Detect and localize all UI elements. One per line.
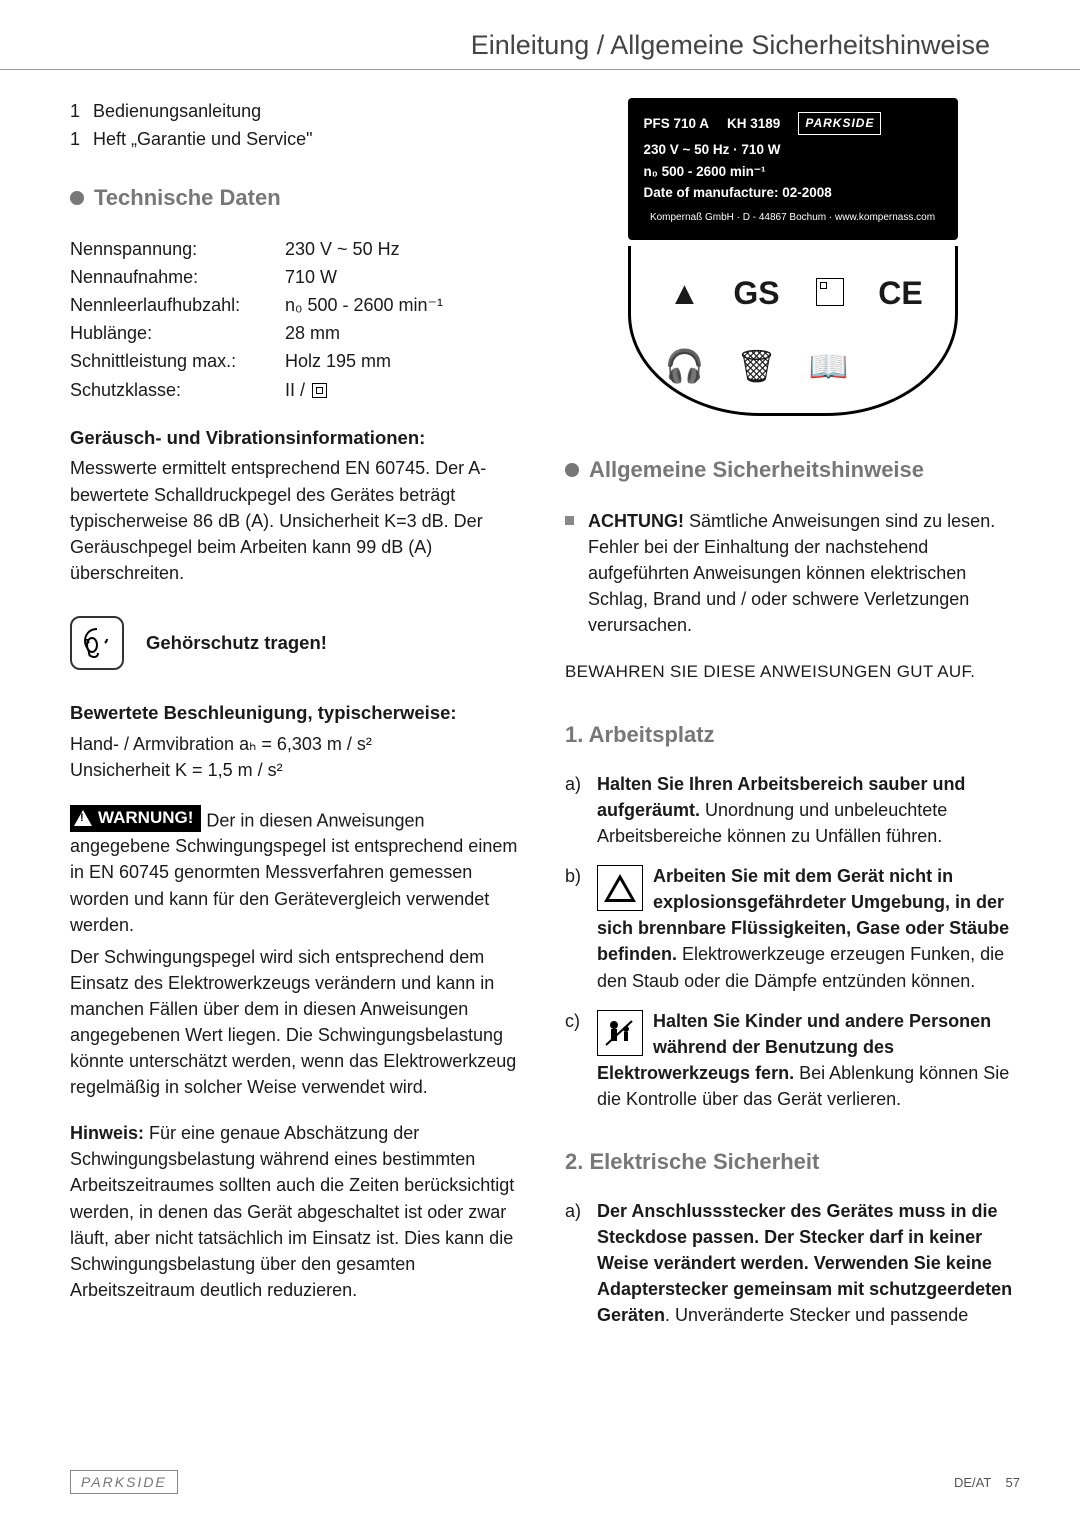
safety-item-a: a) Halten Sie Ihren Arbeitsbereich saube…	[565, 771, 1020, 849]
note-para: Hinweis: Für eine genaue Abschätzung der…	[70, 1120, 525, 1303]
bullet-icon	[70, 191, 84, 205]
table-row: Nennspannung:230 V ~ 50 Hz	[70, 236, 525, 262]
accel-line: Unsicherheit K = 1,5 m / s²	[70, 757, 525, 783]
table-row: Schutzklasse:II /	[70, 377, 525, 403]
page-footer: PARKSIDE DE/AT 57	[70, 1470, 1020, 1494]
ear-protection-label: Gehörschutz tragen!	[146, 630, 327, 657]
footer-region: DE/AT	[954, 1475, 991, 1490]
safety-item-c: c) Halten Sie Kinder und andere Personen…	[565, 1008, 1020, 1112]
item-body: Arbeiten Sie mit dem Gerät nicht in expl…	[597, 863, 1020, 993]
plate-manufacturer: Kompernaß GmbH · D - 44867 Bochum · www.…	[644, 210, 942, 226]
gs-icon: GS	[733, 270, 779, 316]
note-text: Für eine genaue Abschätzung der Schwingu…	[70, 1123, 514, 1300]
heading-text: Allgemeine Sicherheitshinweise	[589, 454, 924, 486]
warning-badge: WARNUNG!	[70, 805, 201, 832]
item-body: Der Anschlussstecker des Gerätes muss in…	[597, 1198, 1020, 1328]
square-bullet-icon	[565, 516, 574, 525]
accel-line: Hand- / Armvibration aₕ = 6,303 m / s²	[70, 731, 525, 757]
spec-table: Nennspannung:230 V ~ 50 Hz Nennaufnahme:…	[70, 236, 525, 403]
footer-page-info: DE/AT 57	[954, 1475, 1020, 1490]
left-column: 1 Bedienungsanleitung 1 Heft „Garantie u…	[70, 98, 525, 1342]
spec-label: Nennleerlaufhubzahl:	[70, 292, 285, 318]
tuv-icon: ▲	[669, 270, 701, 316]
workplace-heading: 1. Arbeitsplatz	[565, 719, 1020, 751]
bullet-icon	[565, 463, 579, 477]
double-insulation-icon	[814, 270, 844, 316]
safety-item-b: b) Arbeiten Sie mit dem Gerät nicht in e…	[565, 863, 1020, 993]
item-letter: a)	[565, 771, 587, 849]
warning-label: WARNUNG!	[98, 806, 193, 831]
manual-icon: 📖	[809, 343, 849, 389]
item-text: Heft „Garantie und Service"	[93, 129, 313, 149]
item-body: Halten Sie Kinder und andere Personen wä…	[597, 1008, 1020, 1112]
plate-line: Date of manufacture: 02-2008	[644, 182, 942, 204]
warning-para-1: WARNUNG! Der in diesen Anweisungen angeg…	[70, 805, 525, 938]
spec-label: Nennspannung:	[70, 236, 285, 262]
certification-icons: ▲ GS CE 🎧 🗑 📖	[628, 246, 958, 416]
footer-logo: PARKSIDE	[70, 1470, 178, 1494]
included-item: 1 Heft „Garantie und Service"	[70, 126, 525, 152]
achtung-label: ACHTUNG!	[588, 511, 684, 531]
item-count: 1	[70, 98, 88, 124]
keep-instructions: BEWAHREN SIE DIESE ANWEISUNGEN GUT AUF.	[565, 660, 1020, 685]
spec-value: II /	[285, 377, 525, 403]
spec-label: Schnittleistung max.:	[70, 348, 285, 374]
warning-para-2: Der Schwingungspegel wird sich entsprech…	[70, 944, 525, 1101]
safety-heading: Allgemeine Sicherheitshinweise	[565, 454, 1020, 486]
ear-protection-row: Gehörschutz tragen!	[70, 616, 525, 670]
item-count: 1	[70, 126, 88, 152]
plate-kh: KH 3189	[727, 113, 780, 135]
table-row: Hublänge:28 mm	[70, 320, 525, 346]
electrical-safety-heading: 2. Elektrische Sicherheit	[565, 1146, 1020, 1178]
table-row: Nennaufnahme:710 W	[70, 264, 525, 290]
noise-text: Messwerte ermittelt entsprechend EN 6074…	[70, 455, 525, 585]
ce-icon: CE	[878, 270, 922, 316]
noise-heading: Geräusch- und Vibrationsinformationen:	[70, 425, 525, 452]
plate-line: n₀ 500 - 2600 min⁻¹	[644, 161, 942, 183]
double-insulation-icon	[312, 383, 327, 398]
ear-icon: 🎧	[665, 343, 705, 389]
spec-value: 710 W	[285, 264, 525, 290]
accel-heading: Bewertete Beschleunigung, typischerweise…	[70, 700, 525, 727]
spec-label: Schutzklasse:	[70, 377, 285, 403]
rating-plate: PFS 710 A KH 3189 PARKSIDE 230 V ~ 50 Hz…	[628, 98, 958, 240]
spec-value: 28 mm	[285, 320, 525, 346]
footer-page-number: 57	[1006, 1475, 1020, 1490]
right-column: PFS 710 A KH 3189 PARKSIDE 230 V ~ 50 Hz…	[565, 98, 1020, 1342]
heading-text: Technische Daten	[94, 182, 281, 214]
main-content: 1 Bedienungsanleitung 1 Heft „Garantie u…	[0, 98, 1080, 1342]
plate-brand: PARKSIDE	[798, 112, 881, 135]
note-label: Hinweis:	[70, 1123, 144, 1143]
explosion-warning-icon	[597, 865, 643, 911]
item-body: Halten Sie Ihren Arbeitsbereich sauber u…	[597, 771, 1020, 849]
item-letter: c)	[565, 1008, 587, 1112]
achtung-block: ACHTUNG! Sämtliche Anweisungen sind zu l…	[565, 508, 1020, 638]
technical-data-heading: Technische Daten	[70, 182, 525, 214]
warning-triangle-icon	[74, 810, 92, 826]
achtung-text: ACHTUNG! Sämtliche Anweisungen sind zu l…	[588, 508, 1020, 638]
spec-value: Holz 195 mm	[285, 348, 525, 374]
item-letter: a)	[565, 1198, 587, 1328]
plate-line: 230 V ~ 50 Hz · 710 W	[644, 139, 942, 161]
table-row: Nennleerlaufhubzahl:n₀ 500 - 2600 min⁻¹	[70, 292, 525, 318]
item-text: . Unveränderte Stecker und passende	[665, 1305, 968, 1325]
safety-item-a: a) Der Anschlussstecker des Gerätes muss…	[565, 1198, 1020, 1328]
page-header: Einleitung / Allgemeine Sicherheitshinwe…	[0, 0, 1080, 70]
ear-protection-icon	[70, 616, 124, 670]
item-letter: b)	[565, 863, 587, 993]
item-text: Bedienungsanleitung	[93, 101, 261, 121]
table-row: Schnittleistung max.:Holz 195 mm	[70, 348, 525, 374]
keep-children-away-icon	[597, 1010, 643, 1056]
spec-label: Nennaufnahme:	[70, 264, 285, 290]
no-trash-icon: 🗑	[736, 343, 777, 389]
spec-label: Hublänge:	[70, 320, 285, 346]
spec-value: 230 V ~ 50 Hz	[285, 236, 525, 262]
plate-model: PFS 710 A	[644, 113, 710, 135]
spec-value: n₀ 500 - 2600 min⁻¹	[285, 292, 525, 318]
included-item: 1 Bedienungsanleitung	[70, 98, 525, 124]
